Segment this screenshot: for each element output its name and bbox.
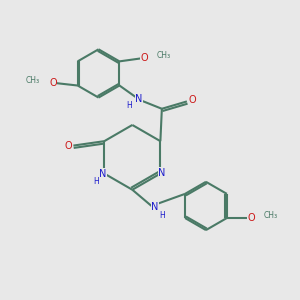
Text: O: O bbox=[247, 213, 255, 223]
Text: O: O bbox=[64, 141, 72, 151]
Text: O: O bbox=[49, 78, 57, 88]
Text: H: H bbox=[127, 101, 132, 110]
Text: N: N bbox=[151, 202, 159, 212]
Text: CH₃: CH₃ bbox=[264, 211, 278, 220]
Text: N: N bbox=[136, 94, 143, 104]
Text: H: H bbox=[159, 211, 165, 220]
Text: O: O bbox=[188, 95, 196, 105]
Text: H: H bbox=[93, 177, 99, 186]
Text: O: O bbox=[140, 53, 148, 63]
Text: CH₃: CH₃ bbox=[26, 76, 40, 85]
Text: CH₃: CH₃ bbox=[157, 51, 171, 60]
Text: N: N bbox=[99, 169, 106, 178]
Text: N: N bbox=[158, 168, 166, 178]
